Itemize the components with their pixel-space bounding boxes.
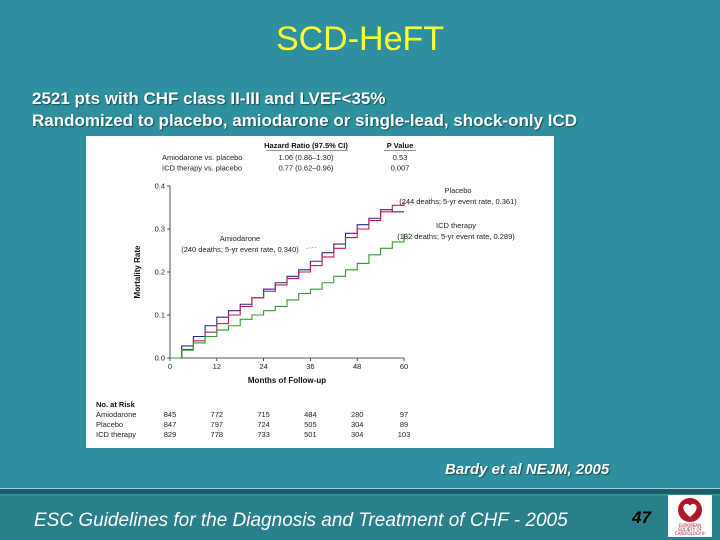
p-value-header: P Value	[387, 141, 414, 150]
at-risk-value: 501	[304, 430, 317, 439]
at-risk-value: 89	[400, 420, 408, 429]
footer-text: ESC Guidelines for the Diagnosis and Tre…	[34, 510, 568, 531]
at-risk-value: 772	[211, 410, 224, 419]
hr-row-value: 0.77 (0.62–0.96)	[278, 164, 334, 173]
at-risk-value: 103	[398, 430, 411, 439]
page-number: 47	[632, 508, 651, 527]
at-risk-value: 97	[400, 410, 408, 419]
hr-row-p: 0.53	[393, 153, 408, 162]
hr-header: Hazard Ratio (97.5% CI)	[264, 141, 348, 150]
at-risk-row-label: ICD therapy	[96, 430, 136, 439]
x-axis-label: Months of Follow-up	[248, 376, 326, 385]
series-annotation-name: Amiodarone	[220, 234, 260, 243]
y-tick-label: 0.0	[155, 354, 165, 363]
at-risk-value: 797	[211, 420, 224, 429]
y-tick-label: 0.1	[155, 311, 165, 320]
footer-divider	[0, 488, 720, 494]
series-annotation-name: Placebo	[444, 186, 471, 195]
series-line-icd-therapy	[170, 233, 405, 359]
at-risk-row-label: Amiodarone	[96, 410, 136, 419]
at-risk-value: 484	[304, 410, 317, 419]
at-risk-value: 724	[257, 420, 270, 429]
at-risk-value: 733	[257, 430, 270, 439]
hr-row-label: ICD therapy vs. placebo	[162, 164, 242, 173]
at-risk-value: 829	[164, 430, 177, 439]
at-risk-value: 304	[351, 420, 364, 429]
series-annotation-detail: (240 deaths; 5-yr event rate, 0.340)	[181, 245, 299, 254]
x-tick-label: 12	[213, 362, 221, 371]
footer-bar	[0, 496, 720, 540]
at-risk-value: 715	[257, 410, 270, 419]
at-risk-value: 847	[164, 420, 177, 429]
y-axis-label: Mortality Rate	[133, 245, 142, 298]
bullet-text-randomization: Randomized to placebo, amiodarone or sin…	[32, 111, 578, 130]
at-risk-title: No. at Risk	[96, 400, 136, 409]
hr-row-p: 0.007	[391, 164, 410, 173]
heart-icon	[678, 498, 702, 522]
series-annotation-name: ICD therapy	[436, 221, 476, 230]
series-annotation-detail: (182 deaths; 5-yr event rate, 0.289)	[397, 232, 515, 241]
y-tick-label: 0.4	[155, 182, 165, 191]
series-annotation-detail: (244 deaths; 5-yr event rate, 0.361)	[399, 197, 517, 206]
x-tick-label: 48	[353, 362, 361, 371]
at-risk-row-label: Placebo	[96, 420, 123, 429]
hr-row-label: Amiodarone vs. placebo	[162, 153, 242, 162]
annotation-leader	[305, 246, 319, 249]
at-risk-value: 778	[211, 430, 224, 439]
citation: Bardy et al NEJM, 2005	[445, 461, 610, 478]
at-risk-value: 845	[164, 410, 177, 419]
mortality-chart: Hazard Ratio (97.5% CI) P Value Amiodarone…	[96, 141, 517, 439]
esc-logo: EUROPEAN SOCIETY OF CARDIOLOGY®	[668, 495, 712, 537]
y-tick-label: 0.2	[155, 268, 165, 277]
y-tick-label: 0.3	[155, 225, 165, 234]
logo-text: EUROPEAN SOCIETY OF CARDIOLOGY®	[674, 523, 706, 536]
x-tick-label: 36	[306, 362, 314, 371]
bullet-text-population: 2521 pts with CHF class II-III and LVEF<…	[32, 89, 386, 108]
at-risk-value: 304	[351, 430, 364, 439]
annotation-leader	[403, 202, 413, 206]
x-tick-label: 0	[168, 362, 172, 371]
series-line-placebo	[170, 202, 405, 359]
at-risk-value: 280	[351, 410, 364, 419]
kaplan-meier-figure: Hazard Ratio (97.5% CI) P Value Amiodarone…	[86, 136, 554, 448]
slide-title: SCD-HeFT	[275, 20, 445, 58]
hr-row-value: 1.06 (0.86–1.30)	[278, 153, 334, 162]
x-tick-label: 60	[400, 362, 408, 371]
x-tick-label: 24	[259, 362, 267, 371]
at-risk-value: 505	[304, 420, 317, 429]
